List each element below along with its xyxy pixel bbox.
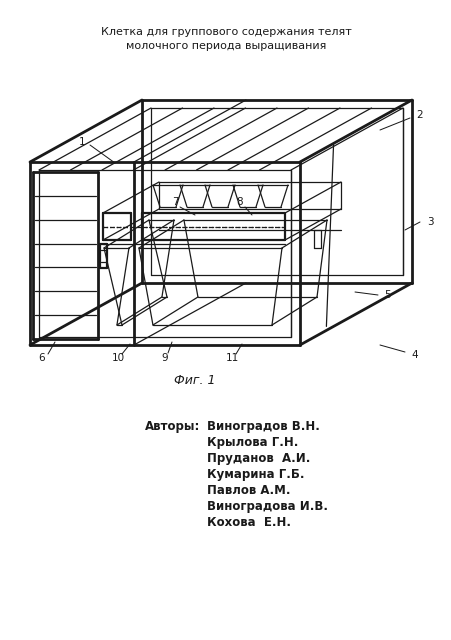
Text: 10: 10 (111, 353, 124, 363)
Text: Пруданов  А.И.: Пруданов А.И. (207, 452, 310, 465)
Text: 11: 11 (225, 353, 238, 363)
Text: 2: 2 (416, 110, 423, 120)
Text: молочного периода выращивания: молочного периода выращивания (125, 41, 326, 51)
Text: 7: 7 (171, 197, 178, 207)
Text: 4: 4 (411, 350, 417, 360)
Text: 1: 1 (78, 137, 85, 147)
Text: Клетка для группового содержания телят: Клетка для группового содержания телят (101, 27, 350, 37)
Text: Виноградова И.В.: Виноградова И.В. (207, 500, 327, 513)
Text: Авторы:: Авторы: (144, 420, 199, 433)
Text: Павлов А.М.: Павлов А.М. (207, 484, 290, 497)
Text: Крылова Г.Н.: Крылова Г.Н. (207, 436, 298, 449)
Text: 9: 9 (161, 353, 168, 363)
Text: Кохова  Е.Н.: Кохова Е.Н. (207, 516, 290, 529)
Text: 8: 8 (236, 197, 243, 207)
Text: Виноградов В.Н.: Виноградов В.Н. (207, 420, 319, 433)
Text: 3: 3 (426, 217, 433, 227)
Text: 5: 5 (384, 290, 391, 300)
Text: Кумарина Г.Б.: Кумарина Г.Б. (207, 468, 304, 481)
Text: 6: 6 (39, 353, 45, 363)
Text: Фиг. 1: Фиг. 1 (174, 374, 215, 387)
